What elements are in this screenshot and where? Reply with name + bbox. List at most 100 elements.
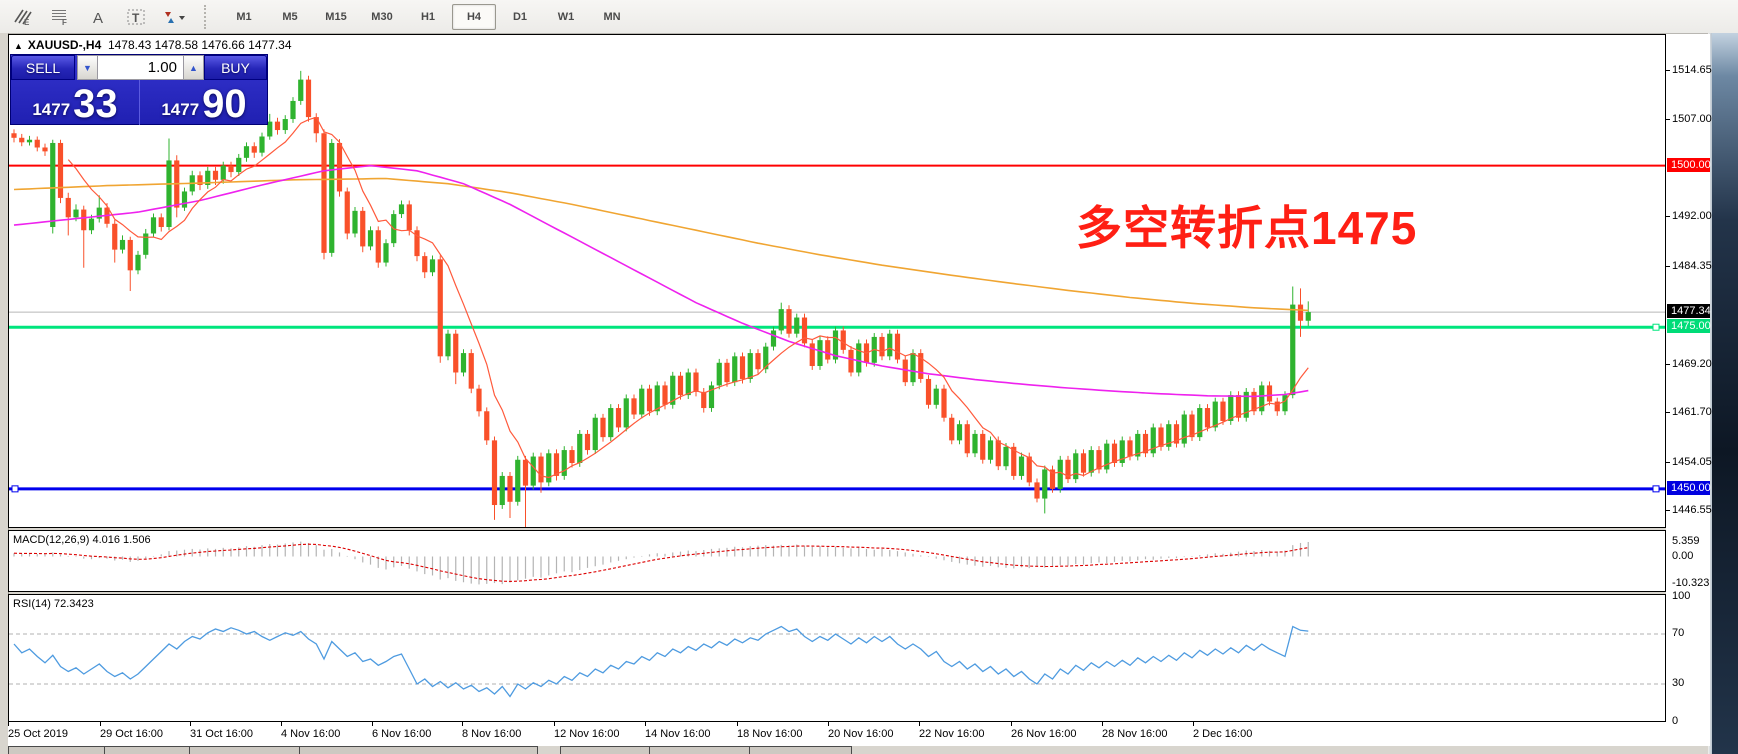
- label-icon[interactable]: T: [120, 3, 152, 31]
- svg-text:F: F: [62, 18, 67, 26]
- chart-tab-divider: [649, 747, 650, 754]
- ohlc-close: 1477.34: [248, 38, 292, 52]
- date-tick-label: 25 Oct 2019: [8, 728, 68, 740]
- axis-tick-mark: [1666, 69, 1670, 71]
- ma-mid-line: [13, 164, 1309, 398]
- timeframe-button-w1[interactable]: W1: [557, 10, 575, 23]
- timeframe-button-m15[interactable]: M15: [325, 10, 347, 23]
- rsi-line: [13, 625, 1309, 698]
- date-tick-mark: [8, 722, 9, 726]
- date-tick-label: 20 Nov 16:00: [828, 728, 894, 740]
- chart-tab[interactable]: [8, 746, 538, 754]
- fibo-grid-icon[interactable]: F: [44, 3, 76, 31]
- macd-axis-label: 5.359: [1672, 534, 1700, 547]
- macd-axis-label: -10.323: [1672, 577, 1710, 590]
- date-tick-mark: [737, 722, 738, 726]
- date-tick-label: 12 Nov 16:00: [554, 728, 620, 740]
- macd-label: MACD(12,26,9) 4.016 1.506: [13, 534, 151, 546]
- macd-panel[interactable]: MACD(12,26,9) 4.016 1.506: [8, 530, 1666, 592]
- price-tag-1500.00: 1500.00: [1667, 157, 1711, 172]
- horizontal-line-1450[interactable]: [9, 485, 1665, 493]
- rsi-panel[interactable]: RSI(14) 72.3423: [8, 594, 1666, 722]
- timeframe-button-m5[interactable]: M5: [282, 10, 298, 23]
- arrows-icon[interactable]: [158, 3, 190, 31]
- price-tag-1475.00: 1475.00: [1667, 319, 1711, 334]
- price-tick-label: 1514.65: [1672, 63, 1712, 76]
- date-tick-mark: [1011, 722, 1012, 726]
- axis-tick-mark: [1666, 119, 1670, 121]
- price-chart-panel[interactable]: [8, 34, 1666, 528]
- axis-tick-mark: [1666, 412, 1670, 414]
- line-handle[interactable]: [11, 485, 19, 493]
- macd-canvas: [13, 541, 1309, 585]
- date-tick-mark: [828, 722, 829, 726]
- window-right-edge: [1708, 33, 1712, 754]
- volume-decrease-button[interactable]: ▼: [77, 55, 98, 80]
- date-tick-mark: [554, 722, 555, 726]
- rsi-canvas: [9, 625, 1665, 698]
- price-tick-label: 1492.00: [1672, 210, 1712, 223]
- timeframe-button-h1[interactable]: H1: [420, 10, 436, 23]
- chart-header: ▲ XAUUSD-,H4 1478.43 1478.58 1476.66 1477…: [14, 38, 292, 52]
- rsi-axis-label: 0: [1672, 714, 1679, 727]
- date-tick-label: 31 Oct 16:00: [190, 728, 253, 740]
- svg-text:A: A: [93, 10, 103, 26]
- symbol-title: XAUUSD-,H4: [27, 38, 102, 52]
- toolbar-grip[interactable]: [204, 4, 213, 29]
- buy-price-big: 90: [202, 82, 247, 126]
- price-tick-label: 1484.35: [1672, 259, 1712, 272]
- toolbar: E F A T M1 M5 M15 M30 H1 H4 D1 W1 MN: [0, 0, 1738, 34]
- svg-text:T: T: [132, 11, 140, 25]
- buy-price-small: 1477: [161, 100, 200, 119]
- price-tick-label: 1446.55: [1672, 504, 1712, 517]
- price-chart-canvas: [9, 70, 1665, 527]
- timeframe-button-m30[interactable]: M30: [371, 10, 393, 23]
- date-tick-label: 14 Nov 16:00: [645, 728, 711, 740]
- timeframe-button-h4[interactable]: H4: [452, 3, 496, 30]
- volume-increase-button[interactable]: ▲: [183, 55, 204, 80]
- horizontal-line-1475[interactable]: [9, 323, 1665, 331]
- sell-price-display[interactable]: 1477 33: [11, 80, 140, 125]
- collapse-arrow-icon[interactable]: ▲: [14, 41, 23, 51]
- rsi-label: RSI(14) 72.3423: [13, 598, 94, 610]
- axis-tick-mark: [1666, 510, 1670, 512]
- date-tick-label: 26 Nov 16:00: [1011, 728, 1077, 740]
- timeframe-button-m1[interactable]: M1: [236, 10, 252, 23]
- date-tick-label: 6 Nov 16:00: [372, 728, 432, 740]
- sell-button[interactable]: SELL: [11, 55, 75, 80]
- buy-price-display[interactable]: 1477 90: [140, 80, 268, 125]
- timeframe-button-d1[interactable]: D1: [512, 10, 528, 23]
- date-tick-label: 2 Dec 16:00: [1193, 728, 1253, 740]
- price-tag-1450.00: 1450.00: [1667, 480, 1711, 495]
- date-tick-mark: [1193, 722, 1194, 726]
- chart-annotation-text: 多空转折点1475: [1076, 202, 1418, 254]
- date-tick-mark: [645, 722, 646, 726]
- axis-tick-mark: [1666, 265, 1670, 267]
- ohlc-low: 1476.66: [201, 38, 245, 52]
- sell-price-big: 33: [73, 82, 118, 126]
- chart-tab[interactable]: [560, 746, 852, 754]
- one-click-trading-panel: SELL ▼ ▲ BUY 1477 33 1477 90: [10, 54, 268, 125]
- ohlc-open: 1478.43: [107, 38, 152, 52]
- timeframe-button-mn[interactable]: MN: [603, 10, 621, 23]
- date-tick-mark: [462, 722, 463, 726]
- date-tick-mark: [100, 722, 101, 726]
- date-tick-label: 18 Nov 16:00: [737, 728, 803, 740]
- date-tick-label: 8 Nov 16:00: [462, 728, 522, 740]
- date-tick-mark: [190, 722, 191, 726]
- text-icon[interactable]: A: [82, 3, 114, 31]
- candles: [11, 70, 1311, 527]
- line-handle[interactable]: [1652, 485, 1660, 493]
- date-tick-label: 22 Nov 16:00: [919, 728, 985, 740]
- expert-advisor-icon[interactable]: E: [6, 3, 38, 31]
- rsi-axis-label: 30: [1672, 677, 1685, 689]
- axis-tick-mark: [1666, 363, 1670, 365]
- line-handle[interactable]: [1652, 323, 1660, 331]
- chart-tab-divider: [104, 747, 105, 754]
- buy-button[interactable]: BUY: [204, 55, 267, 80]
- date-tick-mark: [919, 722, 920, 726]
- volume-input[interactable]: [98, 55, 183, 80]
- chart-tab-divider: [749, 747, 750, 754]
- ohlc-high: 1478.58: [154, 38, 199, 52]
